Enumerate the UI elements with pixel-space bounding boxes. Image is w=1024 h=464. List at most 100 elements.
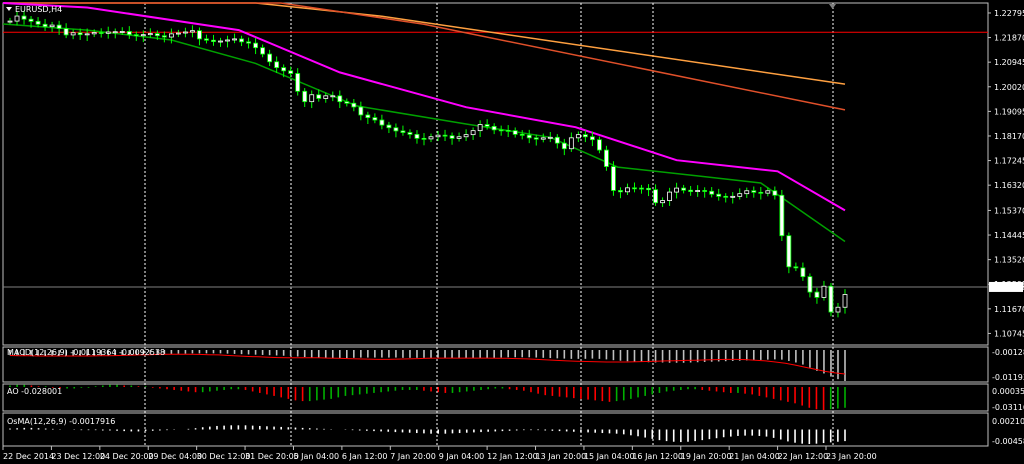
candle-body xyxy=(695,190,701,192)
candle-body xyxy=(302,90,308,103)
y-tick-label: 1.14445 xyxy=(994,231,1024,240)
y-tick-label: 1.15370 xyxy=(994,206,1024,215)
candle-body xyxy=(540,137,546,140)
candle-body xyxy=(505,129,511,132)
candle-body xyxy=(758,191,764,194)
candle-body xyxy=(49,24,55,28)
candle-body xyxy=(246,41,251,44)
macd-panel-frame xyxy=(2,346,989,383)
candle-body xyxy=(358,106,364,116)
x-tick-label: 22 Jan 12:00 xyxy=(778,452,829,461)
candle-body xyxy=(526,134,532,139)
candle-body xyxy=(98,32,104,34)
candle-body xyxy=(519,133,525,136)
candle-body xyxy=(730,195,736,198)
candle-body xyxy=(407,132,413,135)
candle-body xyxy=(498,129,504,132)
candle-body xyxy=(639,187,644,190)
candle-body xyxy=(316,94,322,99)
macd-title: MACD(12,26,9) -0.0119364 -0.0092538 xyxy=(7,348,165,357)
candle-body xyxy=(281,67,287,72)
candle-body xyxy=(821,285,827,298)
candle-body xyxy=(112,31,118,34)
x-tick-label: 22 Dec 2014 xyxy=(3,452,54,461)
candle-body xyxy=(491,125,497,131)
candle-body xyxy=(218,40,223,43)
candle-body xyxy=(716,193,722,197)
candle-body xyxy=(42,23,48,28)
candle-body xyxy=(253,42,258,49)
candle-body xyxy=(702,190,708,192)
candle-body xyxy=(190,30,195,33)
candle-body xyxy=(786,235,792,268)
candle-body xyxy=(793,266,799,269)
candle-body xyxy=(386,124,392,129)
candle-body xyxy=(379,119,385,126)
macd-y-label: -0.00128 xyxy=(992,348,1024,357)
candle-body xyxy=(77,32,83,36)
candle-body xyxy=(126,31,132,36)
chevron-down-icon xyxy=(6,7,12,11)
candle-body xyxy=(330,95,336,98)
ma-line-0 xyxy=(3,2,846,85)
candle-body xyxy=(197,30,202,40)
candle-body xyxy=(63,28,69,36)
x-tick-label: 9 Jan 04:00 xyxy=(439,452,485,461)
x-tick-label: 5 Jan 04:00 xyxy=(293,452,339,461)
candle-body xyxy=(604,149,609,167)
candle-body xyxy=(611,166,616,191)
candle-body xyxy=(807,276,813,293)
candle-body xyxy=(288,70,294,74)
y-tick-label: 1.16320 xyxy=(994,181,1024,190)
x-tick-label: 23 Jan 20:00 xyxy=(826,452,877,461)
candle-body xyxy=(7,20,13,23)
candle-body xyxy=(183,31,188,34)
candle-body xyxy=(512,130,518,135)
candle-body xyxy=(232,38,237,41)
candle-body xyxy=(168,33,174,38)
candle-body xyxy=(239,38,244,43)
candle-body xyxy=(119,31,125,33)
candle-body xyxy=(618,190,623,193)
candle-body xyxy=(674,187,679,193)
candle-body xyxy=(176,32,181,35)
candle-body xyxy=(646,187,651,191)
candle-body xyxy=(56,24,62,29)
x-tick-label: 13 Jan 20:00 xyxy=(536,452,587,461)
osma-y-label: -0.004588 xyxy=(992,437,1024,446)
candle-body xyxy=(477,124,483,132)
candle-body xyxy=(274,61,280,69)
candle-body xyxy=(372,117,378,121)
candle-body xyxy=(70,32,76,36)
candle-body xyxy=(393,127,399,132)
x-tick-label: 31 Dec 20:00 xyxy=(245,452,299,461)
symbol-title: EURUSD,H4 xyxy=(15,5,62,14)
candle-body xyxy=(463,134,469,138)
candle-body xyxy=(133,34,139,37)
candle-body xyxy=(484,124,490,127)
candle-body xyxy=(800,267,806,278)
candle-body xyxy=(211,39,216,42)
candle-body xyxy=(772,190,778,196)
osma-title: OsMA(12,26,9) -0.0017916 xyxy=(7,417,115,426)
candle-body xyxy=(835,306,841,313)
candle-body xyxy=(204,38,209,41)
ma-line-3 xyxy=(2,23,846,243)
candle-body xyxy=(105,31,111,34)
y-tick-label: 1.11670 xyxy=(994,305,1024,314)
candle-body xyxy=(225,39,230,42)
candle-body xyxy=(161,35,167,38)
candle-body xyxy=(589,136,595,141)
y-tick-label: 1.21870 xyxy=(994,34,1024,43)
candle-body xyxy=(449,135,455,139)
candle-body xyxy=(561,142,567,150)
candle-body xyxy=(688,189,694,192)
candle-body xyxy=(442,134,448,137)
x-tick-label: 30 Dec 12:00 xyxy=(197,452,251,461)
ao-y-label: -0.031161 xyxy=(992,403,1024,412)
x-tick-label: 23 Dec 12:00 xyxy=(51,452,105,461)
candle-body xyxy=(400,130,406,133)
ao-y-label: 0.000356 xyxy=(992,387,1024,396)
candle-body xyxy=(779,194,785,237)
